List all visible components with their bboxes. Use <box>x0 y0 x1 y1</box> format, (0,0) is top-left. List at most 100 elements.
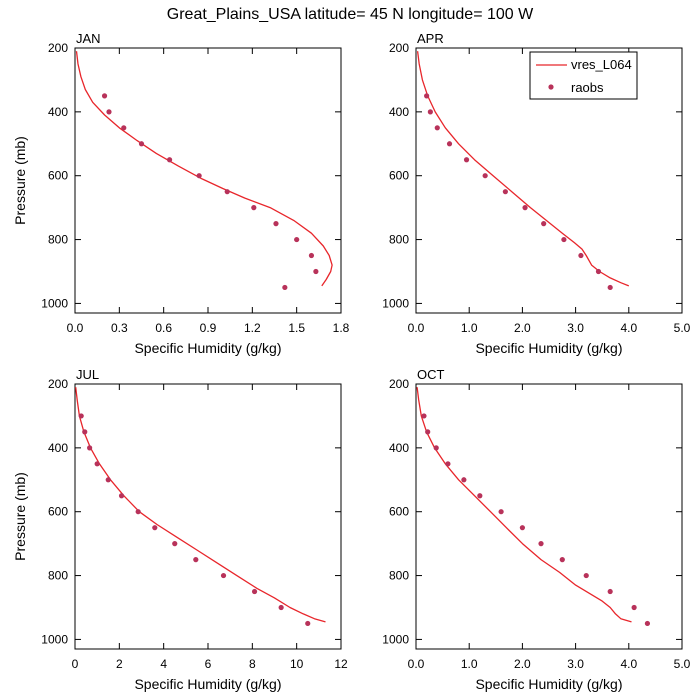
raobs-point <box>561 236 567 243</box>
y-tick-label: 800 <box>48 569 68 583</box>
x-axis-label: Specific Humidity (g/kg) <box>475 340 622 356</box>
plot-frame-apr <box>415 47 683 314</box>
raobs-point <box>278 604 284 611</box>
raobs-point <box>482 173 488 179</box>
raobs-point <box>118 493 125 499</box>
plot-frame-jan <box>74 47 342 314</box>
raobs-point <box>82 429 88 435</box>
x-axis-label: Specific Humidity (g/kg) <box>475 676 622 692</box>
y-tick-label: 200 <box>48 41 68 55</box>
raobs-point <box>121 125 127 131</box>
y-tick-label: 600 <box>48 505 68 519</box>
x-tick-label: 10 <box>290 657 304 671</box>
raobs-point <box>607 588 613 595</box>
raobs-point <box>224 189 230 195</box>
raobs-point <box>595 268 602 275</box>
raobs-point <box>463 157 470 163</box>
raobs-point <box>445 461 451 467</box>
x-tick-label: 4.0 <box>620 321 637 335</box>
plot-frame-jul <box>74 383 342 650</box>
x-tick-label: 1.2 <box>244 321 261 335</box>
x-tick-label: 0.6 <box>155 321 172 335</box>
raobs-point <box>583 572 589 579</box>
legend-box <box>529 51 638 100</box>
y-tick-label: 200 <box>389 41 409 55</box>
y-tick-label: 800 <box>48 233 68 247</box>
raobs-point <box>101 93 108 99</box>
panel-jan: JAN 0.0 0.3 0.6 0.9 1.2 1.5 1.8 200 400 600 800 1000… <box>12 31 350 356</box>
raobs-point <box>502 189 508 195</box>
x-tick-label: 0 <box>72 657 79 671</box>
x-tick-label: 1.5 <box>288 321 305 335</box>
raobs-point <box>152 525 158 531</box>
raobs-point <box>78 413 84 419</box>
raobs-point <box>433 445 439 451</box>
series-line-vres-l064 <box>416 51 630 287</box>
raobs-point <box>477 493 483 499</box>
raobs-point <box>305 620 311 627</box>
raobs-point <box>220 572 227 579</box>
raobs-point <box>631 604 637 611</box>
y-axis-label: Pressure (mb) <box>12 136 28 225</box>
raobs-point <box>644 620 651 627</box>
raobs-point <box>251 588 258 595</box>
x-tick-label: 3.0 <box>567 321 584 335</box>
raobs-point <box>294 236 300 243</box>
raobs-point <box>578 252 584 259</box>
y-tick-label: 600 <box>389 169 409 183</box>
raobs-point <box>313 268 319 275</box>
raobs-point <box>559 557 565 563</box>
x-tick-label: 0.0 <box>67 321 84 335</box>
y-tick-label: 600 <box>389 505 409 519</box>
series-line-vres-l064 <box>416 387 632 623</box>
series-line-vres-l064 <box>75 387 326 623</box>
raobs-point <box>421 413 427 419</box>
raobs-point <box>538 541 544 547</box>
series-line-vres-l064 <box>75 51 333 287</box>
raobs-point <box>166 157 173 163</box>
panel-title-apr: APR <box>417 31 444 46</box>
x-tick-label: 6 <box>205 657 212 671</box>
x-tick-label: 2 <box>116 657 123 671</box>
raobs-point <box>94 461 100 467</box>
y-tick-label: 1000 <box>41 632 68 646</box>
x-tick-label: 1.0 <box>461 321 478 335</box>
y-tick-label: 200 <box>48 377 68 391</box>
x-tick-label: 0.9 <box>200 321 217 335</box>
x-tick-label: 4 <box>160 657 167 671</box>
panel-jul: JUL 0 2 4 6 8 10 12 200 400 600 800 1000 Specific Hum… <box>12 367 348 692</box>
raobs-point <box>607 284 613 291</box>
raobs-point <box>427 109 433 115</box>
raobs-point <box>498 509 504 515</box>
panel-title-jan: JAN <box>76 31 101 46</box>
panel-title-jul: JUL <box>76 367 99 382</box>
raobs-point <box>251 205 257 211</box>
y-tick-label: 1000 <box>41 296 68 310</box>
raobs-point <box>106 109 112 115</box>
panel-apr: APR 0.0 1.0 2.0 3.0 4.0 5.0 200 400 600 800 1000 Spe… <box>382 31 690 356</box>
panel-oct: OCT 0.0 1.0 2.0 3.0 4.0 5.0 200 400 600 800 1000 Spe… <box>382 367 690 692</box>
plot-frame-oct <box>415 383 683 650</box>
x-axis-label: Specific Humidity (g/kg) <box>134 676 281 692</box>
panel-title-oct: OCT <box>417 367 445 382</box>
raobs-point <box>196 173 202 179</box>
raobs-point <box>519 525 526 531</box>
raobs-point <box>172 541 178 547</box>
raobs-point <box>308 252 315 259</box>
y-tick-label: 400 <box>48 105 68 119</box>
x-tick-label: 0.0 <box>408 321 425 335</box>
x-tick-label: 8 <box>249 657 256 671</box>
raobs-point <box>282 284 288 291</box>
raobs-point <box>522 205 528 211</box>
raobs-point <box>446 141 453 147</box>
y-tick-label: 800 <box>389 569 409 583</box>
x-tick-label: 3.0 <box>567 657 584 671</box>
x-tick-label: 2.0 <box>514 321 531 335</box>
legend-label-line: vres_L064 <box>571 57 632 72</box>
raobs-point <box>193 557 199 563</box>
y-axis-label: Pressure (mb) <box>12 472 28 561</box>
x-tick-label: 1.8 <box>333 321 350 335</box>
raobs-point <box>425 429 431 435</box>
x-tick-label: 2.0 <box>514 657 531 671</box>
raobs-point <box>273 221 279 227</box>
